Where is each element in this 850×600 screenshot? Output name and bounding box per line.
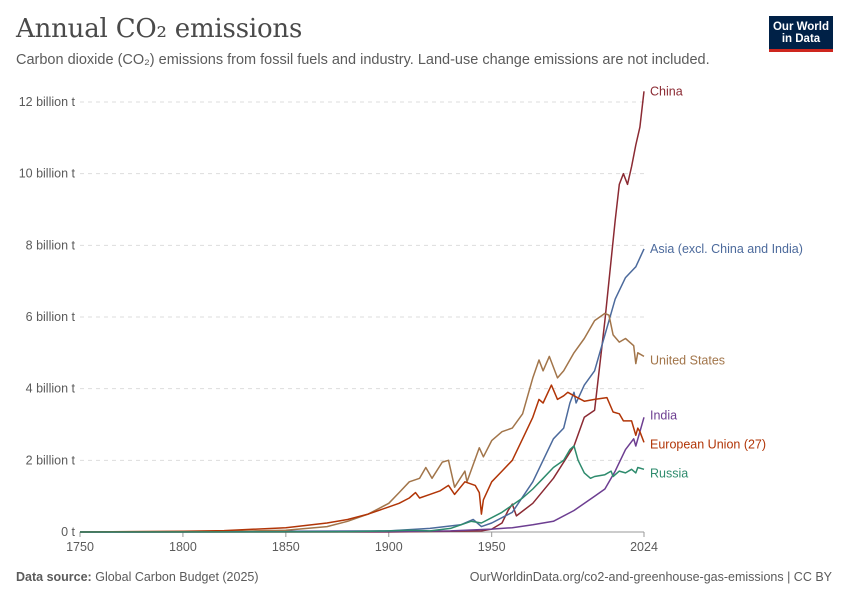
chart-title: Annual CO₂ emissions xyxy=(16,14,303,44)
series-line-european-union-27[interactable] xyxy=(79,384,645,533)
x-tick-label: 1750 xyxy=(66,540,94,554)
chart-subtitle: Carbon dioxide (CO₂) emissions from foss… xyxy=(16,52,710,68)
x-tick-label: 1850 xyxy=(272,540,300,554)
logo-line1: Our World xyxy=(772,21,829,33)
series-labels: China Asia (excl. China and India) United … xyxy=(650,84,803,480)
y-tick-label: 4 billion t xyxy=(26,382,76,396)
series-line-india[interactable] xyxy=(79,417,645,533)
y-tick-label: 12 billion t xyxy=(19,95,76,109)
url-license[interactable]: OurWorldinData.org/co2-and-greenhouse-ga… xyxy=(469,570,832,584)
x-tick-label: 1950 xyxy=(478,540,506,554)
y-axis-ticks: 0 t 2 billion t 4 billion t 6 billion t 8 bi… xyxy=(19,95,76,539)
x-axis: 1750 1800 1850 1900 1950 2024 xyxy=(66,531,658,554)
logo-line2: in Data xyxy=(781,33,821,45)
series-line-asia-excl-china-and-india[interactable] xyxy=(79,248,645,533)
data-source-text[interactable]: Global Carbon Budget (2025) xyxy=(95,570,259,584)
y-tick-label: 2 billion t xyxy=(26,453,76,467)
grid-lines xyxy=(80,101,644,461)
series-label-china[interactable]: China xyxy=(650,84,683,98)
series-line-russia[interactable] xyxy=(79,445,645,533)
x-tick-label: 1900 xyxy=(375,540,403,554)
data-source-label: Data source: xyxy=(16,570,92,584)
series-label-united-states[interactable]: United States xyxy=(650,353,725,367)
series-lines xyxy=(79,91,645,533)
series-line-china[interactable] xyxy=(80,91,645,533)
y-tick-label: 0 t xyxy=(61,525,75,539)
series-label-asia-excl-china-and-india[interactable]: Asia (excl. China and India) xyxy=(650,242,803,256)
data-source: Data source: Global Carbon Budget (2025) xyxy=(16,570,259,584)
x-tick-label: 1800 xyxy=(169,540,197,554)
y-tick-label: 6 billion t xyxy=(26,310,76,324)
series-label-european-union-27[interactable]: European Union (27) xyxy=(650,437,766,451)
y-tick-label: 10 billion t xyxy=(19,167,76,181)
y-tick-label: 8 billion t xyxy=(26,238,76,252)
series-label-russia[interactable]: Russia xyxy=(650,466,688,480)
series-label-india[interactable]: India xyxy=(650,408,677,422)
series-line-united-states[interactable] xyxy=(79,312,645,533)
x-tick-label: 2024 xyxy=(630,540,658,554)
owid-logo[interactable]: Our World in Data xyxy=(769,16,833,52)
